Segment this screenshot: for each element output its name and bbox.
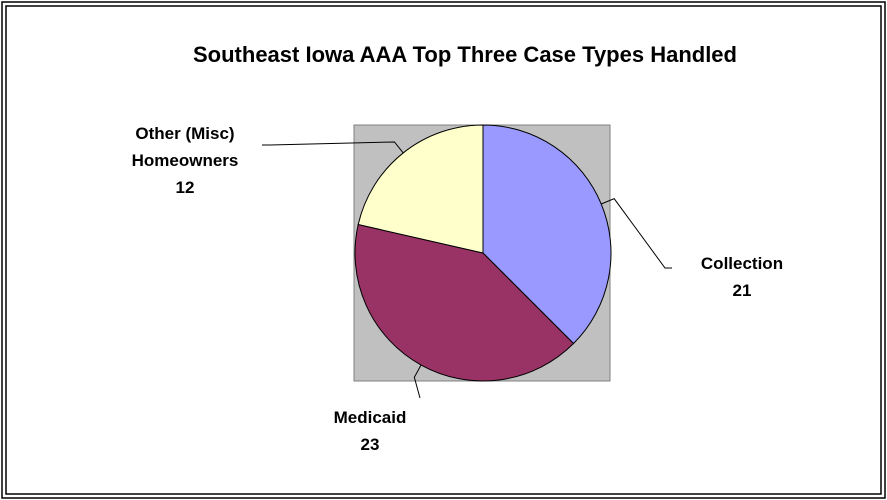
data-label: Medicaid 23	[300, 404, 440, 458]
leader-line	[601, 198, 672, 269]
leader-line	[413, 364, 422, 399]
pie-slice	[357, 124, 484, 254]
data-label: Collection 21	[672, 250, 812, 304]
chart-title: Southeast Iowa AAA Top Three Case Types …	[193, 42, 737, 67]
category-label: Collection	[700, 254, 784, 273]
inner-border	[5, 5, 882, 495]
category-label: Medicaid	[333, 408, 407, 427]
value-label: 12	[175, 178, 195, 197]
value-label: 23	[360, 435, 380, 454]
category-label: Other (Misc) Homeowners	[131, 124, 239, 170]
value-label: 21	[732, 281, 752, 300]
data-label: Other (Misc) Homeowners 12	[110, 120, 260, 201]
leader-line	[262, 141, 404, 154]
